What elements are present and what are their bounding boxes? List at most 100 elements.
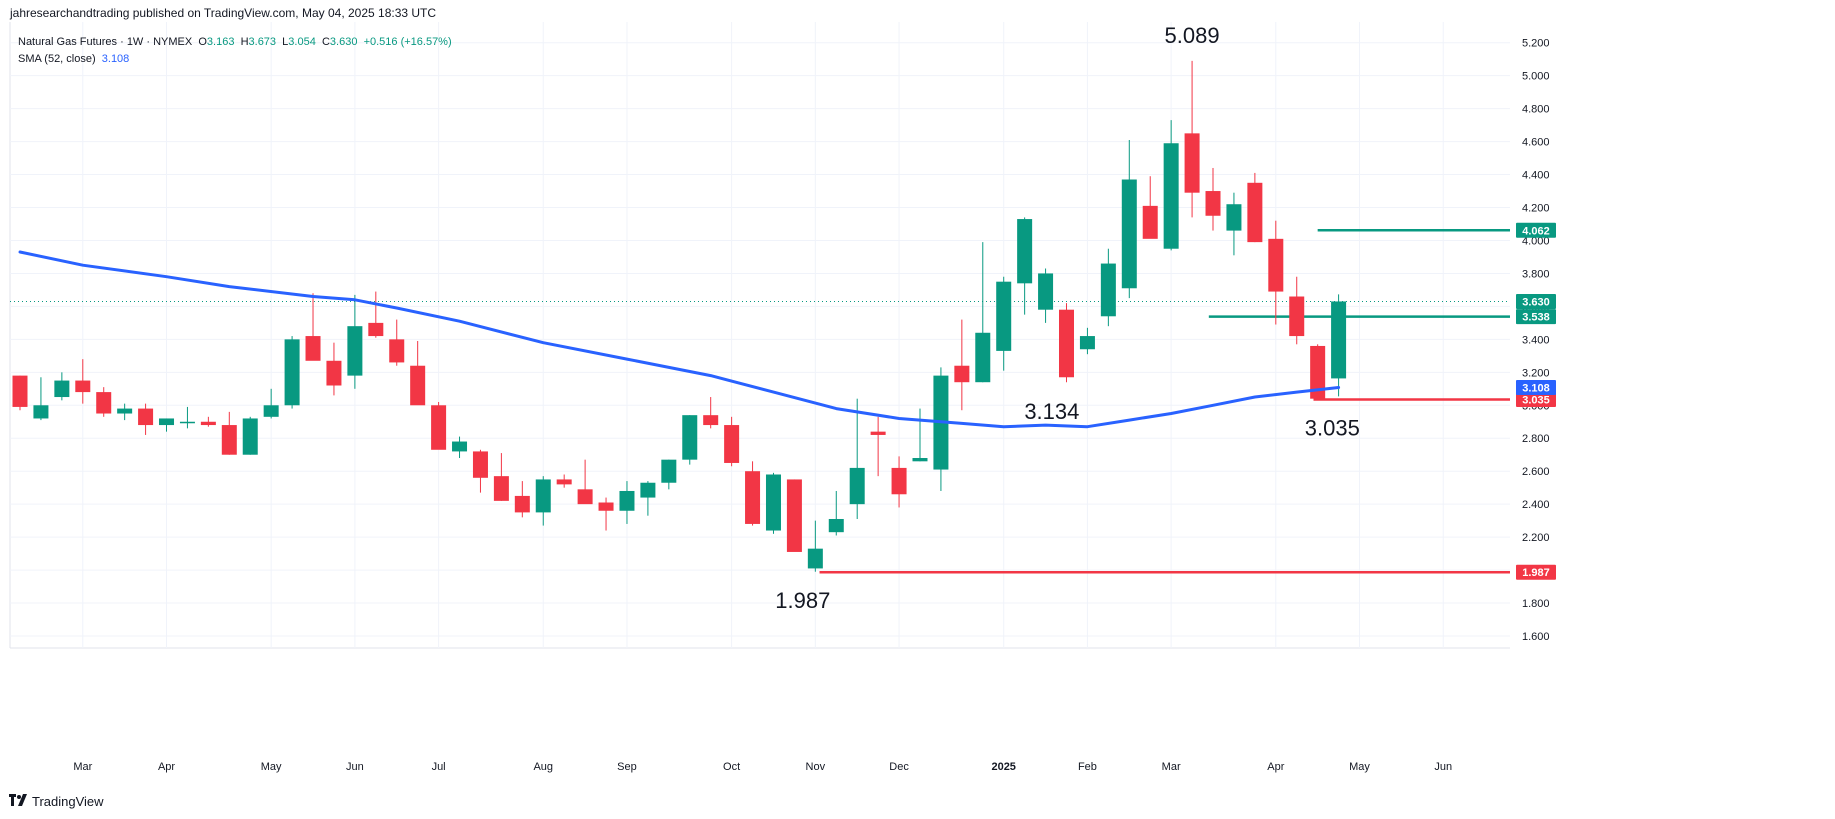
candle: [221, 411, 237, 455]
symbol-title[interactable]: Natural Gas Futures · 1W · NYMEX: [18, 36, 193, 48]
y-tick-label: 2.400: [1522, 499, 1550, 511]
price-annotation: 5.089: [1165, 23, 1220, 48]
candle-body: [284, 339, 300, 406]
low-value: 3.054: [288, 36, 316, 48]
chart-legend: Natural Gas Futures · 1W · NYMEX O3.163 …: [18, 34, 452, 68]
x-tick-label: Mar: [73, 761, 92, 773]
candle-body: [724, 425, 740, 463]
candle: [661, 459, 677, 490]
candle-body: [242, 418, 258, 455]
candle: [996, 276, 1012, 371]
candle-body: [1289, 296, 1305, 337]
candle: [891, 456, 907, 508]
candle-body: [577, 489, 593, 505]
candle-body: [75, 380, 91, 393]
candle: [765, 472, 781, 534]
candle: [54, 372, 70, 401]
candle: [472, 449, 488, 493]
candle: [535, 476, 551, 526]
candle: [640, 481, 656, 516]
candle-body: [159, 418, 175, 426]
candle: [1331, 294, 1347, 397]
candle: [724, 416, 740, 467]
price-annotation: 3.035: [1305, 416, 1360, 441]
grid-lines: [9, 22, 1510, 649]
tradingview-footer[interactable]: TradingView: [9, 793, 104, 809]
candle: [1079, 327, 1095, 355]
candle: [1310, 344, 1326, 401]
y-tick-label: 3.400: [1522, 334, 1550, 346]
candle: [242, 416, 258, 455]
candle: [1038, 268, 1054, 323]
price-badge-bg: [1516, 564, 1556, 580]
candle-body: [828, 518, 844, 533]
brand-name: TradingView: [32, 793, 104, 809]
candle-body: [598, 502, 614, 511]
price-badge-label: 4.062: [1522, 225, 1550, 237]
x-tick-label: Apr: [158, 761, 175, 773]
candle-body: [263, 405, 279, 417]
price-badge-bg: [1516, 309, 1556, 325]
candle-body: [1247, 182, 1263, 243]
low-label: L: [282, 36, 289, 48]
x-tick-label: 2025: [991, 761, 1015, 773]
candle-body: [1310, 345, 1326, 399]
price-badge-label: 1.987: [1522, 567, 1550, 579]
candle-body: [200, 421, 216, 426]
candle-body: [1184, 133, 1200, 193]
candle: [682, 415, 698, 465]
candle-body: [221, 425, 237, 455]
candle: [807, 520, 823, 572]
horizontal-levels[interactable]: [10, 229, 1510, 574]
candle: [933, 367, 949, 491]
candle: [305, 293, 321, 361]
candle: [1205, 167, 1221, 231]
price-badge: 3.630: [1516, 293, 1556, 309]
candle: [326, 342, 342, 396]
candle-body: [556, 479, 572, 485]
sma-row[interactable]: SMA (52, close) 3.108: [18, 51, 452, 68]
candle: [1163, 120, 1179, 251]
candle-body: [1121, 179, 1137, 289]
candle-body: [1100, 263, 1116, 317]
price-annotation: 3.134: [1024, 399, 1079, 424]
x-tick-label: Nov: [806, 761, 826, 773]
x-tick-label: Apr: [1267, 761, 1284, 773]
price-badge-bg: [1516, 222, 1556, 238]
candle: [452, 436, 468, 459]
x-tick-label: Aug: [533, 761, 553, 773]
candle: [912, 408, 928, 462]
y-axis: 1.6001.8002.0002.2002.4002.6002.8003.000…: [1522, 38, 1550, 643]
candle-body: [493, 476, 509, 501]
candle-body: [975, 332, 991, 383]
x-tick-label: Mar: [1162, 761, 1181, 773]
candle-body: [1079, 336, 1095, 350]
y-tick-label: 3.200: [1522, 367, 1550, 379]
candle-body: [870, 431, 886, 435]
price-badge: 3.108: [1516, 379, 1556, 395]
candle-body: [1142, 205, 1158, 239]
candle: [870, 416, 886, 477]
sma-52-line: [18, 250, 1341, 429]
y-tick-label: 4.600: [1522, 137, 1550, 149]
y-tick-label: 5.000: [1522, 71, 1550, 83]
x-tick-label: Jul: [432, 761, 446, 773]
candle-body: [33, 405, 49, 419]
y-tick-label: 2.200: [1522, 532, 1550, 544]
candle-body: [54, 380, 70, 398]
candle-body: [1205, 191, 1221, 216]
x-tick-label: Oct: [723, 761, 740, 773]
candle-body: [410, 365, 426, 406]
candle: [138, 403, 154, 435]
candle-body: [1059, 309, 1074, 378]
high-label: H: [240, 36, 249, 48]
candle: [431, 401, 447, 450]
candle-body: [703, 415, 719, 426]
candle: [619, 481, 635, 524]
candle-body: [326, 360, 342, 386]
candle-body: [179, 421, 195, 424]
close-label: C: [321, 36, 330, 48]
candle: [954, 319, 970, 411]
candle-body: [1017, 219, 1033, 284]
